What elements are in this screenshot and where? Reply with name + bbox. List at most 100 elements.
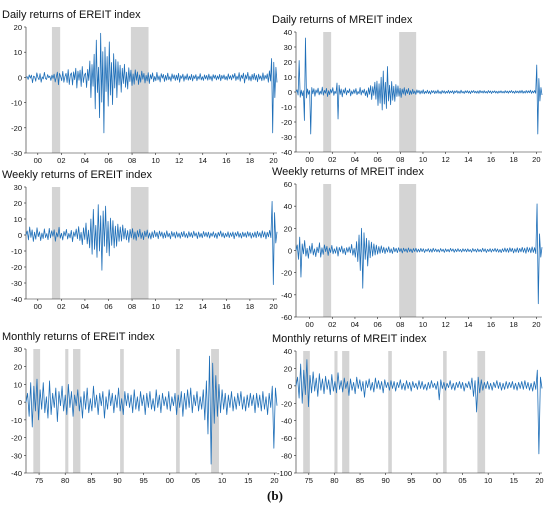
y-tick-label: -40 bbox=[281, 291, 292, 300]
series-line bbox=[25, 201, 278, 285]
x-tick-label: 85 bbox=[87, 476, 95, 485]
y-tick-label: 30 bbox=[14, 345, 22, 354]
shaded-band bbox=[443, 351, 447, 473]
x-tick-label: 12 bbox=[175, 302, 183, 311]
y-tick-label: 0 bbox=[18, 398, 22, 407]
x-tick-label: 08 bbox=[128, 302, 136, 311]
y-tick-label: -10 bbox=[11, 247, 22, 256]
y-tick-label: 10 bbox=[14, 215, 22, 224]
shaded-band bbox=[130, 27, 149, 153]
x-tick-label: 14 bbox=[199, 156, 207, 165]
chart-title: Daily returns of MREIT index bbox=[272, 14, 413, 26]
y-tick-label: -60 bbox=[281, 434, 292, 443]
x-tick-label: 08 bbox=[396, 155, 404, 164]
x-tick-label: 12 bbox=[175, 156, 183, 165]
shaded-band bbox=[33, 349, 41, 473]
x-tick-label: 02 bbox=[328, 155, 336, 164]
x-tick-label: 06 bbox=[104, 302, 112, 311]
shaded-band bbox=[342, 351, 350, 473]
x-tick-label: 16 bbox=[487, 155, 495, 164]
x-tick-label: 90 bbox=[113, 476, 121, 485]
shaded-band bbox=[176, 349, 180, 473]
series-line bbox=[25, 32, 278, 134]
series-line bbox=[295, 203, 543, 305]
y-tick-label: 20 bbox=[284, 364, 292, 373]
x-tick-label: 06 bbox=[104, 156, 112, 165]
x-tick-label: 08 bbox=[128, 156, 136, 165]
figure-caption: (b) bbox=[267, 488, 283, 503]
y-tick-label: -80 bbox=[281, 452, 292, 461]
x-tick-label: 20 bbox=[269, 302, 277, 311]
chart-panel-6: -100 -80 -60 -40 -20 0 20 40 75 80 85 90 95 00 05 10 15 2… bbox=[272, 333, 544, 485]
y-tick-label: 20 bbox=[14, 363, 22, 372]
x-tick-label: 10 bbox=[151, 156, 159, 165]
chart-title: Weekly returns of EREIT index bbox=[2, 169, 152, 181]
x-tick-label: 95 bbox=[407, 476, 415, 485]
x-tick-label: 18 bbox=[509, 320, 517, 329]
y-tick-label: -20 bbox=[11, 434, 22, 443]
series-line bbox=[295, 359, 543, 455]
x-tick-label: 10 bbox=[484, 476, 492, 485]
x-tick-label: 80 bbox=[61, 476, 69, 485]
x-tick-label: 20 bbox=[270, 476, 278, 485]
x-tick-label: 14 bbox=[464, 155, 472, 164]
chart-title: Monthly returns of EREIT index bbox=[2, 331, 155, 343]
y-tick-label: -20 bbox=[281, 118, 292, 127]
y-tick-label: -40 bbox=[11, 469, 22, 478]
x-tick-label: 05 bbox=[192, 476, 200, 485]
chart-title: Daily returns of EREIT index bbox=[2, 9, 141, 21]
shaded-band bbox=[51, 27, 61, 153]
shaded-band bbox=[73, 349, 81, 473]
x-tick-label: 04 bbox=[351, 320, 359, 329]
x-tick-label: 02 bbox=[57, 302, 65, 311]
x-tick-label: 00 bbox=[433, 476, 441, 485]
y-tick-label: 10 bbox=[14, 380, 22, 389]
series-line bbox=[295, 37, 543, 135]
chart-panel-3: -40 -30 -20 -10 0 10 20 30 00 02 04 06 08 10 12 14 16 18 2… bbox=[2, 169, 278, 311]
x-tick-label: 14 bbox=[464, 320, 472, 329]
shaded-band bbox=[51, 187, 61, 299]
y-tick-label: 60 bbox=[284, 180, 292, 189]
x-tick-label: 02 bbox=[57, 156, 65, 165]
x-tick-label: 05 bbox=[458, 476, 466, 485]
y-tick-label: 10 bbox=[14, 48, 22, 57]
chart-panel-1: -30 -20 -10 0 10 20 00 02 04 06 08 10 12 14 16 18 20 Dail… bbox=[2, 9, 278, 165]
y-tick-label: 30 bbox=[284, 43, 292, 52]
x-tick-label: 02 bbox=[328, 320, 336, 329]
x-tick-label: 16 bbox=[222, 156, 230, 165]
y-tick-label: 0 bbox=[18, 73, 22, 82]
x-tick-label: 20 bbox=[532, 155, 540, 164]
x-tick-label: 04 bbox=[81, 156, 89, 165]
y-tick-label: 10 bbox=[284, 73, 292, 82]
y-tick-label: 40 bbox=[284, 28, 292, 37]
shaded-band bbox=[303, 351, 310, 473]
x-tick-label: 08 bbox=[396, 320, 404, 329]
x-tick-label: 04 bbox=[81, 302, 89, 311]
x-tick-label: 00 bbox=[305, 320, 313, 329]
x-tick-label: 85 bbox=[356, 476, 364, 485]
chart-panel-4: -60 -40 -20 0 20 40 60 00 02 04 06 08 10 12 14 16 18 20 We… bbox=[272, 166, 543, 329]
y-tick-label: -40 bbox=[281, 148, 292, 157]
y-tick-label: -10 bbox=[281, 103, 292, 112]
y-tick-label: -60 bbox=[281, 313, 292, 322]
y-tick-label: 0 bbox=[288, 247, 292, 256]
x-tick-label: 18 bbox=[246, 302, 254, 311]
x-tick-label: 06 bbox=[373, 155, 381, 164]
x-tick-label: 04 bbox=[351, 155, 359, 164]
y-tick-label: -20 bbox=[281, 399, 292, 408]
x-tick-label: 10 bbox=[419, 320, 427, 329]
shaded-band bbox=[388, 351, 392, 473]
x-tick-label: 10 bbox=[151, 302, 159, 311]
series-line bbox=[25, 355, 278, 465]
chart-panel-5: -40 -30 -20 -10 0 10 20 30 75 80 85 90 95 00 05 10 15 20 M… bbox=[2, 331, 279, 485]
y-tick-label: 20 bbox=[14, 23, 22, 32]
y-tick-label: -30 bbox=[11, 279, 22, 288]
x-tick-label: 18 bbox=[246, 156, 254, 165]
y-tick-label: -30 bbox=[11, 451, 22, 460]
x-tick-label: 00 bbox=[34, 156, 42, 165]
y-tick-label: -20 bbox=[11, 263, 22, 272]
x-tick-label: 14 bbox=[199, 302, 207, 311]
x-tick-label: 16 bbox=[222, 302, 230, 311]
shaded-band bbox=[477, 351, 486, 473]
